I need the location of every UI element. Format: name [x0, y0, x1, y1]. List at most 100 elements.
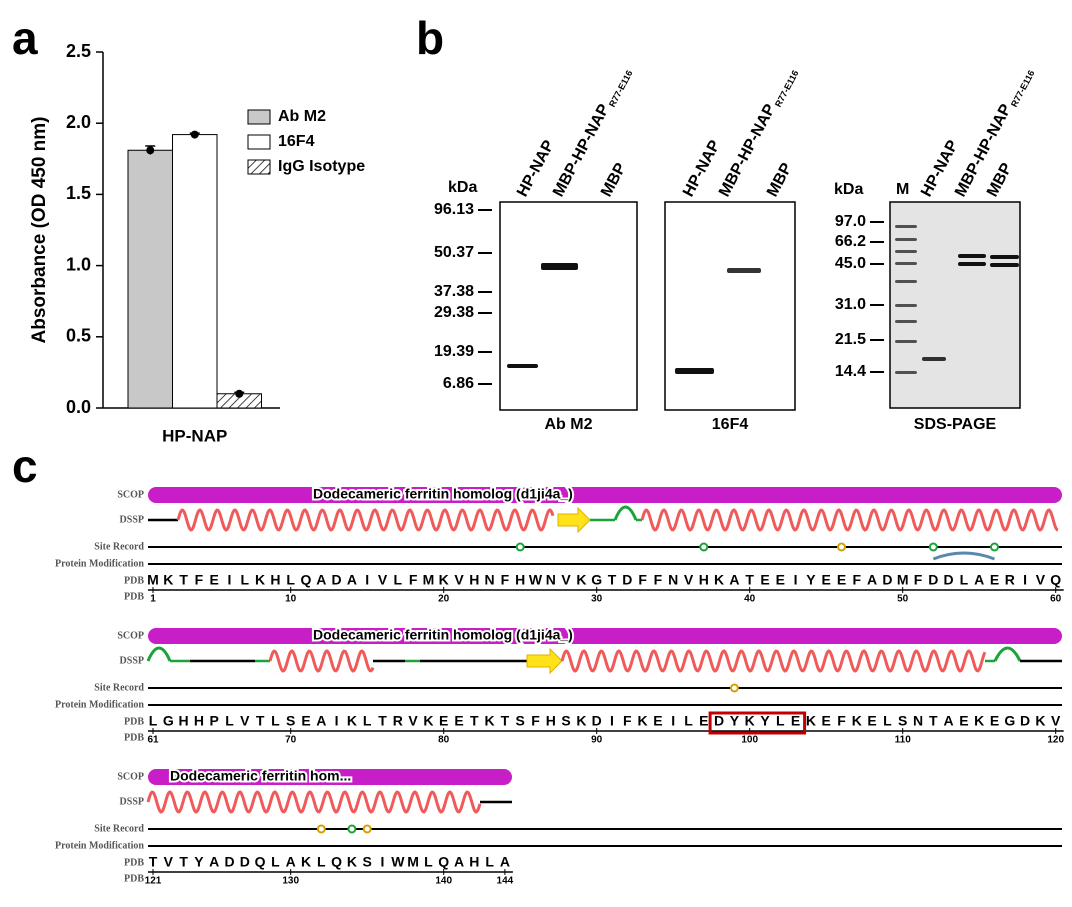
band	[990, 255, 1019, 259]
y-tick-label: 1.5	[66, 183, 91, 203]
marker-label: 66.2	[835, 233, 866, 250]
site-marker	[729, 683, 739, 693]
legend-label: Ab M2	[278, 108, 326, 125]
marker-label: 21.5	[835, 331, 866, 348]
helix	[146, 790, 482, 814]
track-label: Protein Modification	[55, 558, 144, 569]
ruler-label: 20	[438, 594, 450, 605]
marker-label: 31.0	[835, 296, 866, 313]
bar	[127, 149, 173, 409]
residues: TVTYADDQLAKLQKSIWMLQAHLA	[149, 854, 510, 870]
track-label: PDB	[124, 716, 144, 727]
track-label: Site Record	[94, 682, 144, 693]
marker-label: 19.39	[434, 343, 474, 360]
lane-label: MBP	[984, 160, 1016, 200]
blot-caption: 16F4	[712, 416, 749, 433]
bar	[172, 134, 218, 409]
ruler-label: 140	[435, 876, 452, 887]
data-point	[190, 130, 199, 139]
scop-bar	[148, 487, 1062, 503]
track-label: DSSP	[120, 655, 144, 666]
band	[541, 263, 578, 270]
track-label: SCOP	[117, 771, 144, 782]
blot	[664, 201, 796, 411]
helix	[640, 508, 1059, 532]
legend-swatch	[247, 109, 271, 125]
band	[675, 368, 714, 374]
ruler-label: 121	[145, 876, 162, 887]
ruler-label: 30	[591, 594, 603, 605]
legend-swatch	[247, 159, 271, 175]
track-label: Site Record	[94, 541, 144, 552]
band	[895, 280, 917, 283]
data-point	[235, 389, 244, 398]
track-label: PDB	[124, 591, 144, 602]
band	[990, 263, 1019, 267]
ruler-label: 10	[285, 594, 297, 605]
lane-name: M	[896, 181, 909, 198]
ruler-label: 130	[282, 876, 299, 887]
panel-label: c	[12, 440, 38, 492]
modification-bracket	[932, 551, 996, 561]
site-marker	[316, 824, 326, 834]
ruler-label: 144	[497, 876, 514, 887]
band	[895, 262, 917, 265]
lane-subscript: R77-E116	[607, 69, 635, 109]
track-label: PDB	[124, 732, 144, 743]
highlight-box	[708, 711, 807, 735]
band	[895, 225, 917, 228]
scop-label: Dodecameric ferritin homolog (d1ji4a_)	[313, 627, 573, 643]
marker-label: 96.13	[434, 201, 474, 218]
y-axis-label: Absorbance (OD 450 nm)	[29, 117, 50, 344]
strand	[557, 506, 591, 534]
helix	[176, 508, 555, 532]
legend-label: IgG Isotype	[278, 158, 365, 175]
lane-subscript: R77-E116	[773, 69, 801, 109]
lane-subscript: R77-E116	[1009, 69, 1037, 109]
y-tick-label: 0.0	[66, 397, 91, 417]
site-marker	[362, 824, 372, 834]
band	[922, 357, 946, 361]
y-tick-label: 2.5	[66, 41, 91, 61]
ruler-label: 100	[741, 735, 758, 746]
residues: LGHHPLVTLSEAIKLTRVKEETKTSFHSKDIFKEILEDYK…	[149, 713, 1061, 729]
residues: MKTFEILKHLQADAIVLFMKVHNFHWNVKGTDFFNVHKAT…	[147, 572, 1061, 588]
lane-name: MBP	[764, 160, 796, 200]
track-label: PDB	[124, 873, 144, 884]
track-label: Protein Modification	[55, 840, 144, 851]
track-label: SCOP	[117, 630, 144, 641]
turn	[613, 505, 638, 521]
band	[895, 371, 917, 374]
track-label: Site Record	[94, 823, 144, 834]
track-label: SCOP	[117, 489, 144, 500]
blot-caption: SDS-PAGE	[914, 416, 997, 433]
track-label: DSSP	[120, 796, 144, 807]
ruler-label: 1	[150, 594, 156, 605]
marker-label: 14.4	[835, 363, 866, 380]
site-marker	[990, 542, 999, 552]
marker-label: 97.0	[835, 213, 866, 230]
band	[895, 250, 917, 253]
track-label: DSSP	[120, 514, 144, 525]
marker-label: 6.86	[443, 375, 474, 392]
legend-label: 16F4	[278, 133, 315, 150]
lane-name: MBP	[598, 160, 630, 200]
legend-swatch	[247, 134, 271, 150]
turn	[993, 646, 1022, 662]
lane-name: MBP	[984, 160, 1016, 200]
track-label: Protein Modification	[55, 699, 144, 710]
track-label: PDB	[124, 575, 144, 586]
ruler-label: 50	[897, 594, 909, 605]
helix	[560, 649, 987, 673]
lane-label: MBP	[598, 160, 630, 200]
strand	[526, 647, 563, 675]
band	[895, 304, 917, 307]
band	[958, 254, 986, 258]
helix	[268, 649, 375, 673]
band	[727, 268, 761, 273]
track-label: PDB	[124, 857, 144, 868]
ruler-label: 110	[895, 735, 912, 746]
ruler-label: 60	[1050, 594, 1062, 605]
lane-label: MBP	[764, 160, 796, 200]
